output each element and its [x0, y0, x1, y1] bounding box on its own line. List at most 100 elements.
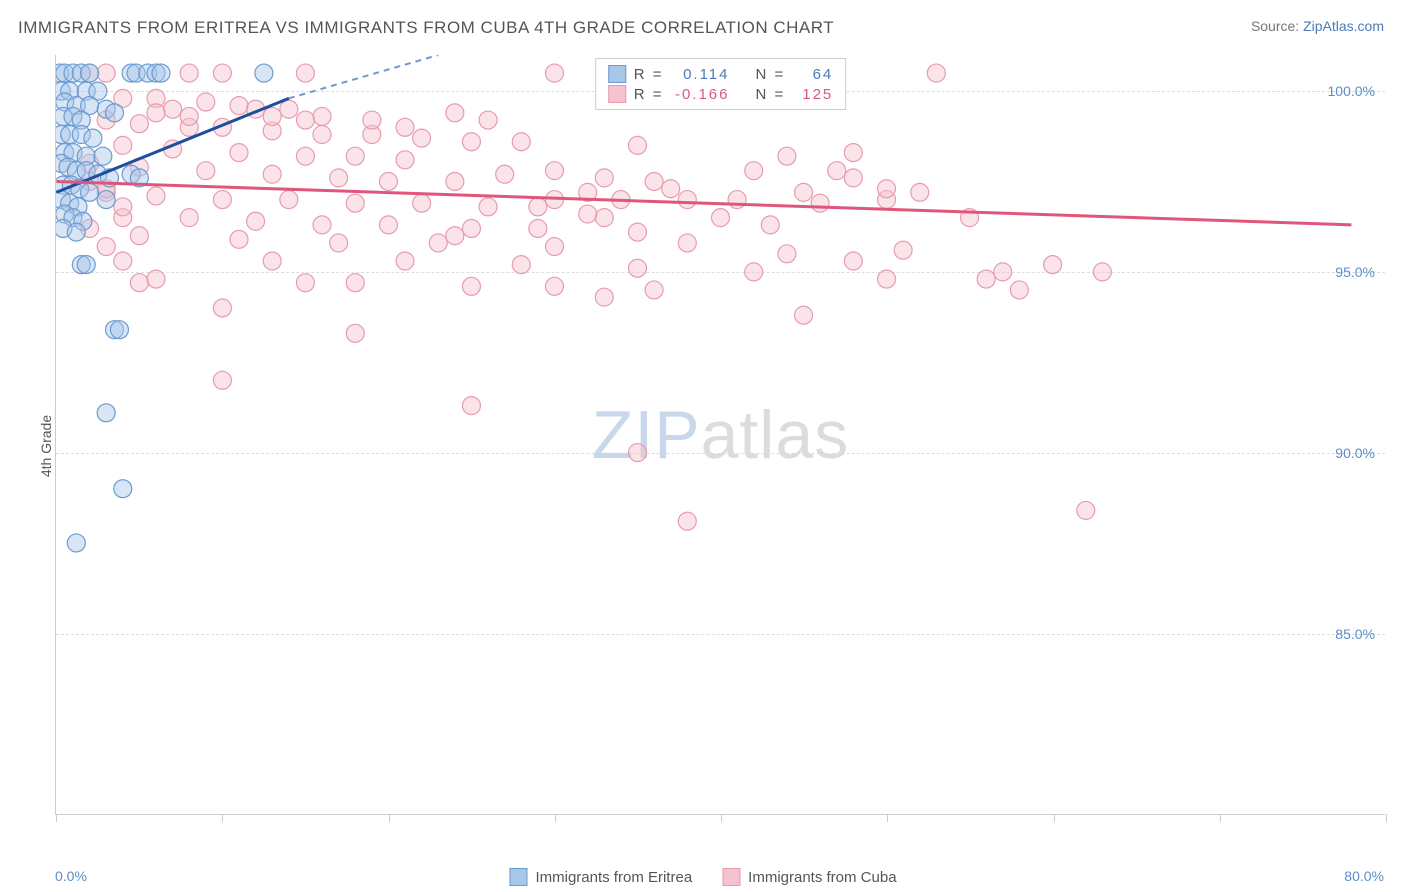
- data-point: [745, 162, 763, 180]
- data-point: [545, 162, 563, 180]
- data-point: [296, 64, 314, 82]
- data-point: [512, 133, 530, 151]
- data-point: [296, 147, 314, 165]
- data-point: [396, 151, 414, 169]
- data-point: [67, 534, 85, 552]
- data-point: [529, 219, 547, 237]
- x-tick: [1220, 814, 1221, 822]
- legend-label: Immigrants from Eritrea: [535, 869, 692, 886]
- data-point: [778, 245, 796, 263]
- legend-item: Immigrants from Eritrea: [509, 868, 692, 886]
- data-point: [152, 64, 170, 82]
- data-point: [110, 321, 128, 339]
- data-point: [147, 270, 165, 288]
- data-point: [496, 165, 514, 183]
- data-point: [745, 263, 763, 281]
- data-point: [844, 144, 862, 162]
- data-point: [977, 270, 995, 288]
- data-point: [1093, 263, 1111, 281]
- data-point: [545, 64, 563, 82]
- x-tick: [721, 814, 722, 822]
- data-point: [313, 216, 331, 234]
- x-tick: [222, 814, 223, 822]
- data-point: [413, 194, 431, 212]
- data-point: [778, 147, 796, 165]
- data-point: [761, 216, 779, 234]
- data-point: [81, 64, 99, 82]
- data-point: [645, 281, 663, 299]
- data-point: [114, 480, 132, 498]
- data-point: [379, 173, 397, 191]
- data-point: [105, 104, 123, 122]
- chart-title: IMMIGRANTS FROM ERITREA VS IMMIGRANTS FR…: [18, 18, 834, 38]
- data-point: [927, 64, 945, 82]
- data-point: [396, 118, 414, 136]
- data-point: [230, 97, 248, 115]
- legend-r-value: -0.166: [672, 86, 730, 103]
- data-point: [413, 129, 431, 147]
- data-point: [795, 306, 813, 324]
- data-point: [529, 198, 547, 216]
- data-point: [545, 238, 563, 256]
- data-point: [330, 169, 348, 187]
- data-point: [213, 191, 231, 209]
- data-point: [346, 324, 364, 342]
- data-point: [346, 147, 364, 165]
- data-point: [462, 133, 480, 151]
- legend-swatch: [608, 65, 626, 83]
- data-point: [595, 288, 613, 306]
- data-point: [645, 173, 663, 191]
- data-point: [994, 263, 1012, 281]
- legend-row: R = -0.166N = 125: [608, 85, 834, 103]
- data-point: [446, 227, 464, 245]
- source-attribution: Source: ZipAtlas.com: [1251, 18, 1384, 34]
- legend-swatch: [722, 868, 740, 886]
- data-point: [628, 444, 646, 462]
- legend-n-value: 64: [793, 66, 833, 83]
- legend-n-value: 125: [793, 86, 833, 103]
- data-point: [247, 212, 265, 230]
- data-point: [114, 136, 132, 154]
- data-point: [512, 256, 530, 274]
- data-point: [197, 162, 215, 180]
- data-point: [678, 512, 696, 530]
- legend-n-label: N =: [756, 66, 786, 83]
- data-point: [844, 169, 862, 187]
- data-point: [81, 183, 99, 201]
- data-point: [130, 227, 148, 245]
- legend-r-label: R =: [634, 66, 664, 83]
- x-tick: [389, 814, 390, 822]
- data-point: [1077, 501, 1095, 519]
- data-point: [147, 104, 165, 122]
- data-point: [811, 194, 829, 212]
- data-point: [628, 223, 646, 241]
- data-point: [313, 107, 331, 125]
- data-point: [94, 147, 112, 165]
- y-axis-label: 4th Grade: [38, 415, 54, 477]
- data-point: [712, 209, 730, 227]
- data-point: [479, 198, 497, 216]
- data-point: [379, 216, 397, 234]
- data-point: [595, 209, 613, 227]
- data-point: [197, 93, 215, 111]
- data-point: [97, 238, 115, 256]
- data-point: [180, 64, 198, 82]
- legend-r-value: 0.114: [672, 66, 730, 83]
- data-point: [662, 180, 680, 198]
- x-tick: [1054, 814, 1055, 822]
- data-point: [1010, 281, 1028, 299]
- data-point: [396, 252, 414, 270]
- data-point: [230, 230, 248, 248]
- data-point: [230, 144, 248, 162]
- data-point: [894, 241, 912, 259]
- data-point: [84, 129, 102, 147]
- data-point: [678, 191, 696, 209]
- data-point: [462, 397, 480, 415]
- data-point: [97, 191, 115, 209]
- source-link[interactable]: ZipAtlas.com: [1303, 18, 1384, 34]
- data-point: [446, 173, 464, 191]
- data-point: [213, 64, 231, 82]
- data-point: [545, 277, 563, 295]
- data-point: [346, 274, 364, 292]
- data-point: [180, 209, 198, 227]
